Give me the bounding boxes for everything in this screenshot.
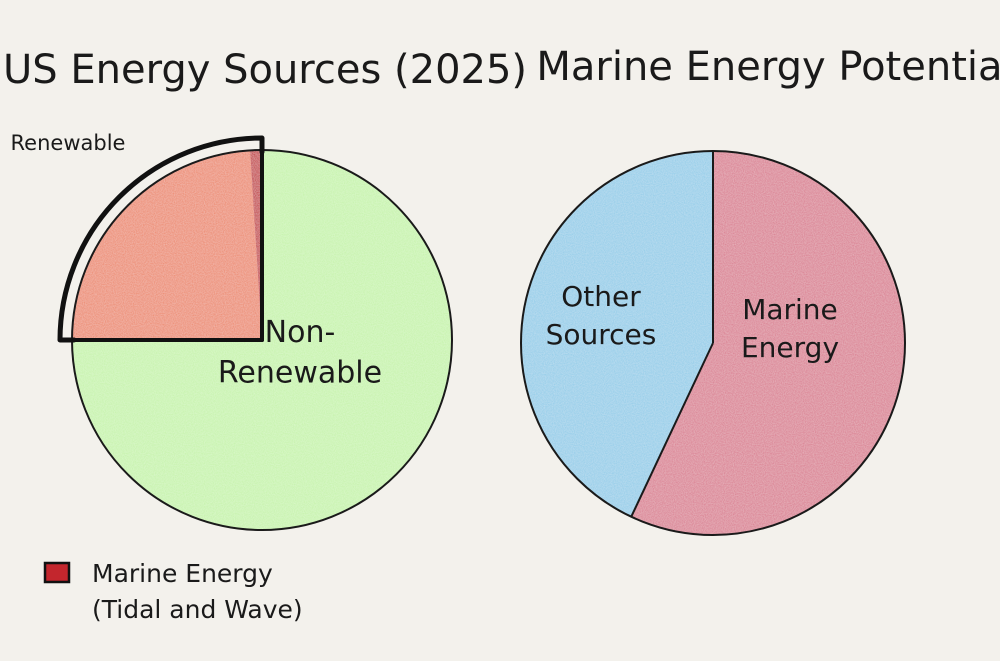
legend-swatch-marine-energy [43, 561, 71, 584]
pie-slice-marine-energy [631, 151, 905, 535]
us-energy-pie-chart: US Energy Sources (2025) Non-Renewable R… [3, 47, 527, 531]
chart-title-us-energy: US Energy Sources (2025) [3, 47, 527, 93]
pie-slice-other-sources [520, 151, 713, 517]
legend-label-marine-energy: Marine Energy (Tidal and Wave) [92, 559, 303, 624]
slice-label-non-renewable: Non-Renewable [218, 315, 382, 391]
pie-slice-marine-energy-tidal-and-wave [250, 149, 262, 340]
renewable-bracket-label: Renewable [11, 131, 126, 155]
slice-divider [630, 342, 714, 518]
slice-label-other-sources: Other Sources [546, 280, 657, 351]
pie-slice-renewable [72, 150, 262, 340]
marine-energy-potential-pie-chart: Marine Energy Potential Other Sources Mari… [520, 44, 1000, 536]
renewable-bracket [57, 135, 265, 343]
slice-label-marine-energy: Marine Energy [741, 293, 839, 364]
legend: Marine Energy (Tidal and Wave) [43, 559, 303, 624]
chart-title-marine-potential: Marine Energy Potential [536, 44, 1000, 90]
